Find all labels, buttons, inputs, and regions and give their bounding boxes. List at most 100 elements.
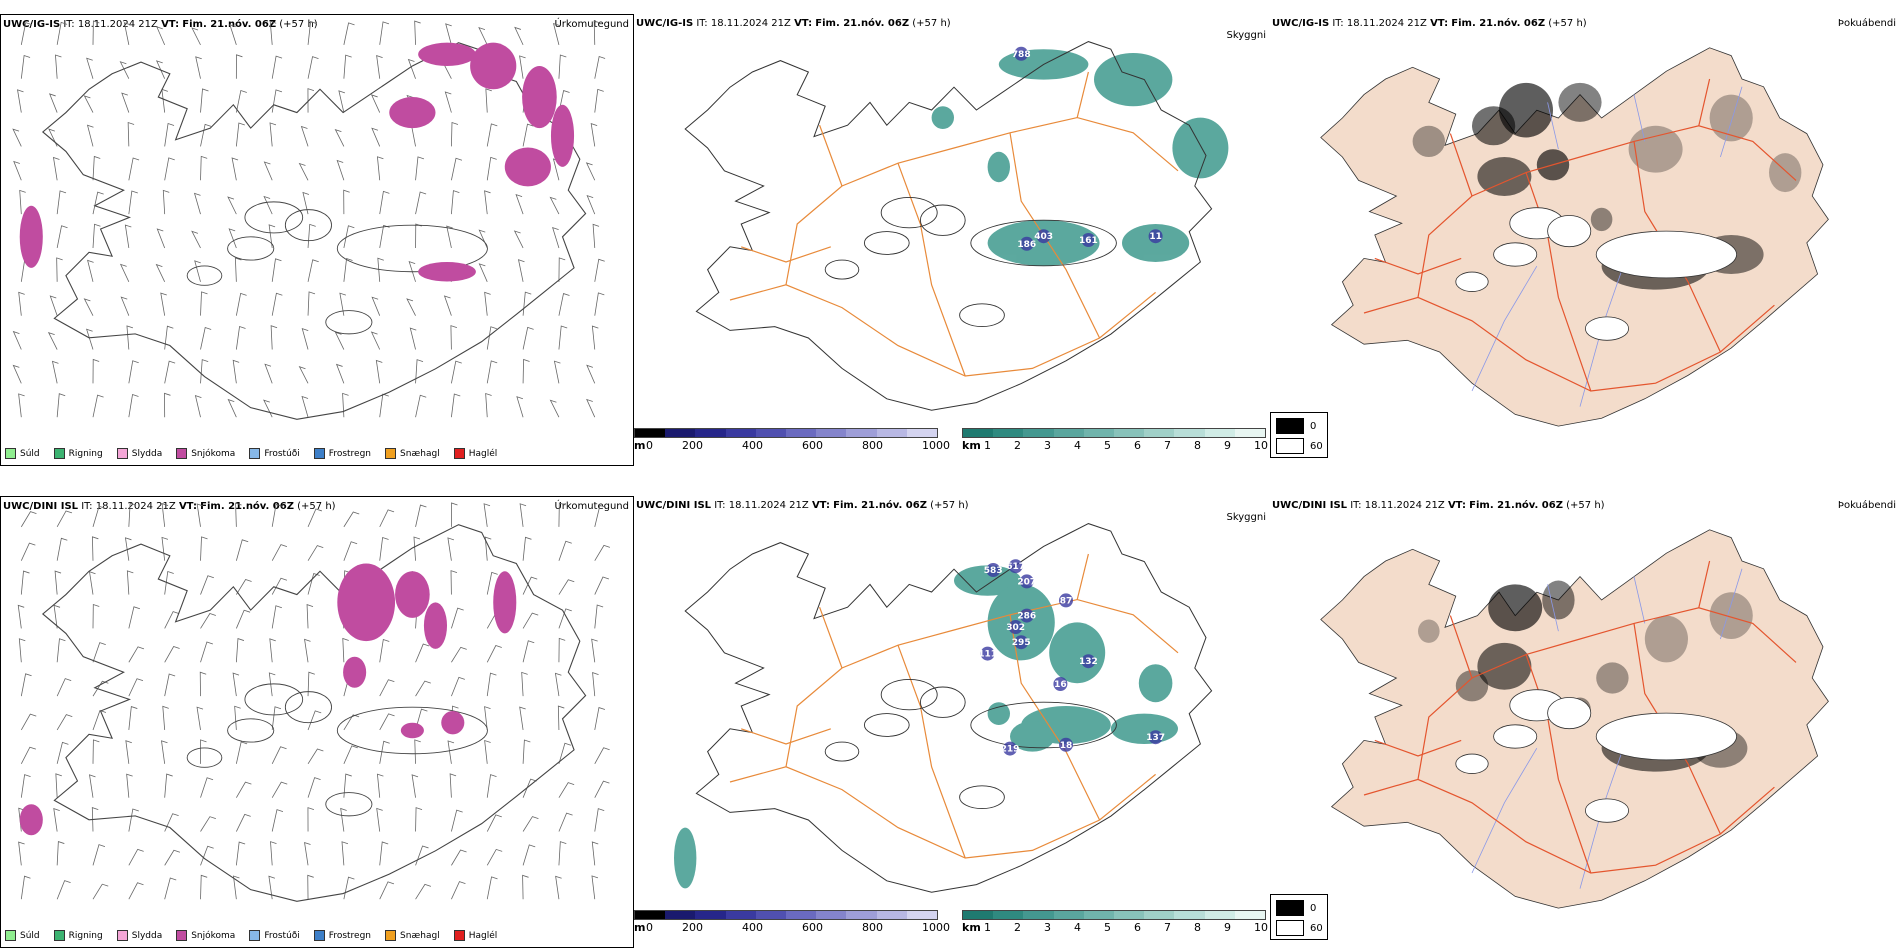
iceland-coastline (41, 524, 587, 902)
legend-item-5: Frostregn (313, 930, 372, 941)
legend-item-3: Snjókoma (176, 448, 235, 459)
cloud-base-dot (1014, 46, 1029, 61)
legend-swatch (453, 448, 465, 459)
roads (1363, 78, 1797, 392)
fog-header: UWC/DINI ISL IT: 18.11.2024 21Z VT: Fim.… (1272, 500, 1605, 511)
fog-legend-value: 60 (1310, 440, 1323, 452)
visibility-tick: 4 (1074, 439, 1081, 452)
cloud-base-label: 302 (1006, 623, 1025, 633)
cloud-base-dot (1148, 229, 1163, 244)
precip-map (12, 20, 606, 420)
legend-item-1: Rigning (53, 448, 103, 459)
fog-legend-value: 0 (1310, 902, 1317, 914)
snow-areas (19, 563, 517, 836)
cloud-base-label: 137 (1146, 733, 1165, 743)
visibility-unit: km (962, 921, 981, 934)
legend-label: Slydda (131, 448, 163, 459)
legend-label: Rigning (68, 448, 103, 459)
cloud-base-dot (1008, 559, 1023, 574)
legend-swatch (453, 930, 465, 941)
iceland-coastline (684, 41, 1213, 411)
fog-legend: 0 60 (1270, 894, 1328, 940)
fog-header: UWC/IG-IS IT: 18.11.2024 21Z VT: Fim. 21… (1272, 18, 1587, 29)
legend-label: Slydda (131, 930, 163, 941)
visibility-tick: 1 (984, 439, 991, 452)
legend-label: Haglél (468, 448, 498, 459)
cloud-base-label: 132 (1079, 657, 1098, 667)
fog-indicator-panel: UWC/IG-IS IT: 18.11.2024 21Z VT: Fim. 21… (1270, 14, 1900, 466)
fog-legend-value: 0 (1310, 420, 1317, 432)
visibility-tick: 8 (1194, 439, 1201, 452)
cloud-base-dot (1148, 730, 1163, 745)
cloud-base-dot (1008, 620, 1023, 634)
visibility-tick: 6 (1134, 921, 1141, 934)
legend-label: Frostregn (328, 930, 372, 941)
cloud-base-label: 788 (1012, 50, 1031, 60)
iceland-coastline (684, 523, 1213, 893)
cloud-base-label: 219 (1001, 745, 1020, 755)
glacier-outlines (186, 201, 488, 335)
legend-item-6: Snæhagl (385, 448, 440, 459)
fog-legend-row: 0 (1276, 900, 1316, 916)
height-tick: 800 (862, 921, 883, 934)
cloud-base-dot (1036, 229, 1051, 244)
cloud-base-label: 111 (978, 650, 997, 660)
fog-legend-swatch (1276, 418, 1304, 434)
visibility-tick: 1 (984, 921, 991, 934)
cloud-base-label: 16 (1054, 680, 1067, 690)
visibility-header: UWC/DINI ISL IT: 18.11.2024 21Z VT: Fim.… (636, 500, 969, 511)
height-unit: m (634, 439, 646, 452)
cloud-base-dot (1003, 741, 1017, 756)
legend-swatch (5, 930, 16, 941)
cloud-base-label: 403 (1034, 232, 1053, 242)
legend-item-0: Súld (5, 448, 40, 459)
precip-panel-title: Úrkomutegund (554, 501, 629, 512)
fog-panel-title: Þokuábendi (1837, 500, 1896, 511)
fog-legend-swatch (1276, 438, 1304, 454)
legend-item-7: Haglél (453, 930, 497, 941)
legend-label: Frostúði (264, 448, 300, 459)
cloud-base-label: 295 (1012, 638, 1031, 648)
legend-swatch (53, 448, 65, 459)
legend-swatch (249, 930, 261, 941)
legend-item-1: Rigning (53, 930, 103, 941)
glacier-outlines (1455, 207, 1738, 341)
visibility-tick: 5 (1104, 439, 1111, 452)
roads (729, 553, 1179, 859)
precip-map (17, 502, 611, 902)
legend-label: Frostúði (264, 930, 300, 941)
height-tick: 200 (682, 439, 703, 452)
visibility-header: UWC/IG-IS IT: 18.11.2024 21Z VT: Fim. 21… (636, 18, 951, 29)
cloud-base-dot (986, 563, 1001, 577)
legend-swatch (313, 448, 325, 459)
wind-barbs (12, 20, 606, 418)
height-tick: 1000 (922, 921, 950, 934)
legend-label: Snjókoma (191, 930, 236, 941)
iceland-coastline (41, 42, 587, 420)
legend-swatch (5, 448, 16, 459)
fog-legend-row: 60 (1276, 438, 1323, 454)
visibility-tick: 9 (1224, 921, 1231, 934)
height-tick: 800 (862, 439, 883, 452)
legend-item-4: Frostúði (249, 930, 300, 941)
legend-swatch (116, 930, 128, 941)
cloud-base-dot (1019, 608, 1034, 623)
fog-map (1320, 47, 1829, 427)
legend-swatch (53, 930, 65, 941)
cloud-base-dot (1059, 593, 1073, 608)
visibility-colorbar: km 1 2 3 4 5 6 7 8 9 10 (962, 910, 1268, 940)
cloud-base-dot (980, 646, 995, 661)
height-colorbar: m 0 200 400 600 800 1000 (634, 910, 950, 940)
legend-swatch (385, 930, 397, 941)
cloud-base-label: 286 (1017, 612, 1036, 622)
visibility-tick: 2 (1014, 921, 1021, 934)
fog-panel-title: Þokuábendi (1837, 18, 1896, 29)
cloud-base-label: 11 (1149, 232, 1162, 242)
legend-item-7: Haglél (453, 448, 498, 459)
fog-legend: 0 60 (1270, 412, 1328, 458)
height-tick: 400 (742, 921, 763, 934)
precip-type-panel: UWC/IG-IS IT: 18.11.2024 21Z VT: Fim. 21… (0, 14, 634, 466)
legend-swatch (385, 448, 397, 459)
visibility-tick: 3 (1044, 439, 1051, 452)
wind-barbs (17, 502, 611, 900)
